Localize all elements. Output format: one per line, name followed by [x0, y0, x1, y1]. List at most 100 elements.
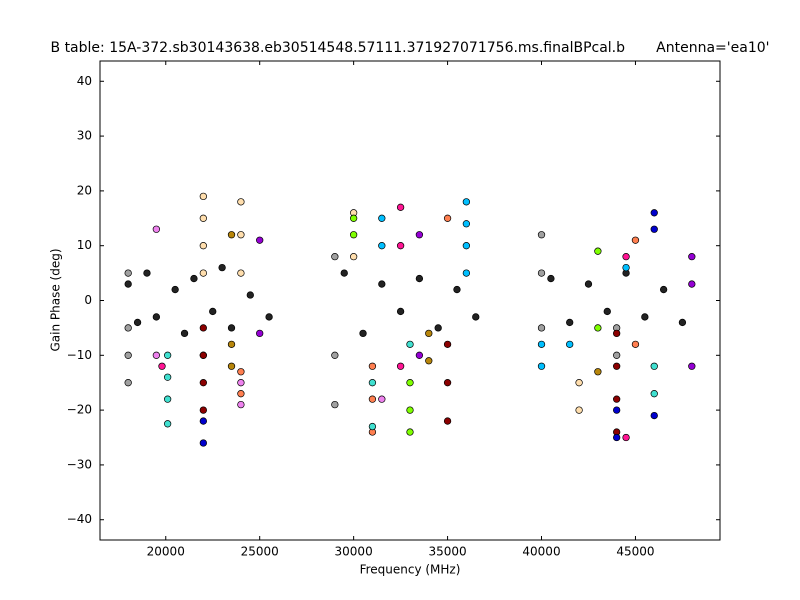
data-point — [688, 362, 696, 370]
data-point — [227, 362, 236, 370]
data-point — [331, 400, 339, 409]
data-point — [349, 214, 358, 222]
data-point — [152, 225, 161, 233]
data-point — [415, 231, 424, 239]
data-point — [443, 214, 452, 222]
data-point — [594, 368, 602, 376]
data-point — [199, 406, 207, 414]
data-point — [622, 263, 630, 272]
data-point — [472, 313, 480, 321]
data-point — [406, 406, 414, 414]
y-tick-label: −20 — [67, 403, 92, 417]
data-point — [406, 379, 414, 387]
x-tick-label: 25000 — [241, 545, 279, 559]
y-tick-label: −10 — [67, 348, 92, 362]
data-point — [349, 231, 358, 239]
data-point — [613, 329, 621, 338]
data-point — [152, 351, 161, 359]
data-point — [368, 395, 377, 403]
data-point — [331, 351, 339, 359]
data-point — [613, 433, 621, 442]
data-point — [237, 400, 245, 409]
data-point — [443, 340, 452, 348]
data-point — [378, 395, 386, 403]
data-point — [349, 253, 358, 261]
data-point — [396, 362, 405, 370]
data-point — [453, 285, 461, 294]
data-point — [688, 253, 696, 261]
data-point — [396, 203, 405, 211]
data-point — [368, 362, 377, 370]
data-point — [199, 417, 207, 425]
data-point — [124, 351, 132, 359]
data-point — [237, 198, 245, 206]
data-point — [631, 340, 640, 348]
data-point — [227, 231, 236, 239]
data-point — [378, 214, 386, 222]
y-tick-label: 20 — [77, 183, 92, 197]
data-point — [537, 362, 546, 370]
data-point — [227, 324, 236, 332]
x-axis-label: Frequency (MHz) — [360, 563, 461, 577]
data-point — [237, 368, 245, 376]
data-point — [199, 192, 207, 201]
data-point — [613, 351, 621, 359]
data-point — [265, 313, 273, 321]
data-point — [678, 318, 687, 327]
data-point — [209, 307, 217, 316]
data-point — [443, 379, 452, 387]
data-point — [547, 274, 555, 283]
data-point — [163, 395, 172, 403]
data-point — [650, 362, 658, 370]
data-point — [688, 280, 696, 288]
data-point — [256, 329, 264, 338]
y-tick-label: −40 — [67, 512, 92, 526]
data-point — [537, 340, 546, 348]
data-point — [462, 269, 471, 277]
data-point — [190, 274, 198, 283]
data-point — [415, 351, 424, 359]
data-point — [462, 220, 471, 228]
data-point — [566, 318, 574, 327]
data-point — [199, 439, 207, 447]
y-tick-label: −30 — [67, 457, 92, 471]
data-point — [163, 373, 172, 381]
data-point — [163, 351, 172, 359]
data-point — [631, 236, 640, 244]
data-point — [650, 411, 658, 420]
x-tick-label: 40000 — [522, 545, 560, 559]
data-point — [425, 357, 433, 365]
data-point — [199, 214, 207, 222]
data-point — [368, 422, 377, 431]
data-point — [650, 209, 658, 217]
data-point — [368, 379, 377, 387]
data-point — [227, 340, 236, 348]
data-point — [584, 280, 593, 288]
data-point — [641, 313, 649, 321]
y-axis-label: Gain Phase (deg) — [49, 248, 63, 351]
data-point — [622, 433, 630, 442]
y-tick-label: 0 — [84, 293, 92, 307]
data-point — [613, 406, 621, 414]
data-point — [415, 274, 424, 283]
data-point — [218, 263, 226, 272]
data-point — [143, 269, 151, 277]
data-point — [331, 253, 339, 261]
data-point — [537, 324, 546, 332]
data-point — [462, 198, 471, 206]
data-point — [124, 379, 132, 387]
data-point — [406, 428, 414, 436]
data-point — [180, 329, 189, 338]
data-point — [575, 379, 583, 387]
data-point — [537, 269, 546, 277]
data-point — [613, 362, 621, 370]
data-point — [378, 280, 386, 288]
data-point — [575, 406, 583, 414]
x-tick-label: 20000 — [147, 545, 185, 559]
data-point — [340, 269, 348, 277]
y-tick-label: 30 — [77, 129, 92, 143]
data-point — [237, 379, 245, 387]
data-point — [152, 313, 161, 321]
